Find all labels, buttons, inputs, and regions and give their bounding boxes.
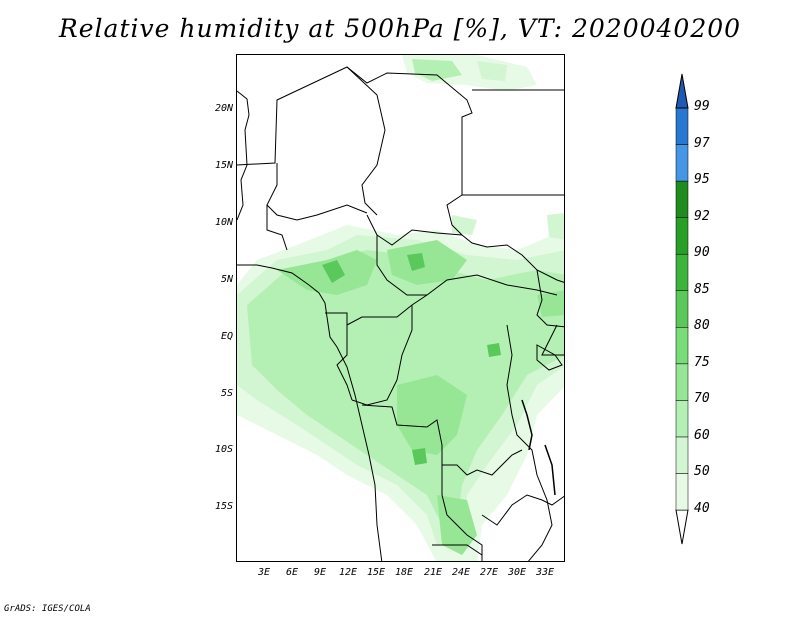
colorbar-label: 60: [694, 427, 710, 443]
colorbar-label: 99: [694, 99, 710, 114]
lon-label-6e: 6E: [285, 567, 299, 578]
lat-label-5s: 5S: [220, 388, 233, 399]
colorbar-segment: [675, 180, 689, 218]
humidity-field: [237, 55, 564, 561]
lat-label-15s: 15S: [214, 501, 233, 512]
colorbar-over-triangle: [675, 73, 689, 109]
grads-credit: GrADS: IGES/COLA: [4, 604, 91, 614]
lat-label-10n: 10N: [214, 217, 233, 228]
colorbar-segment: [675, 436, 689, 474]
lon-label-3e: 3E: [257, 567, 271, 578]
lat-label-5n: 5N: [220, 274, 233, 285]
map-title: Relative humidity at 500hPa [%], VT: 202…: [58, 14, 742, 43]
lat-label-20n: 20N: [214, 103, 233, 114]
lon-label-9e: 9E: [313, 567, 327, 578]
map-canvas: [237, 55, 564, 561]
country-borders: [237, 66, 564, 561]
colorbar-label: 80: [694, 318, 710, 334]
colorbar-label: 95: [694, 172, 710, 188]
lon-label-33e: 33E: [535, 567, 555, 578]
lat-label-eq: EQ: [220, 331, 233, 342]
lon-label-30e: 30E: [507, 567, 527, 578]
colorbar-label: 85: [694, 281, 710, 297]
colorbar-label: 75: [694, 354, 710, 370]
colorbar-segment: [675, 327, 689, 365]
colorbar-segment: [675, 217, 689, 255]
lon-label-21e: 21E: [423, 567, 443, 578]
lat-label-15n: 15N: [214, 160, 233, 171]
colorbar-label: 40: [694, 501, 710, 516]
colorbar-label: 70: [694, 391, 710, 407]
lon-label-12e: 12E: [338, 567, 358, 578]
colorbar-under-triangle: [675, 509, 689, 545]
colorbar-label: 90: [694, 245, 710, 261]
colorbar: [675, 73, 689, 545]
colorbar-segment: [675, 473, 689, 511]
colorbar-label: 97: [694, 135, 710, 151]
colorbar-segment: [675, 253, 689, 291]
map-frame: [236, 54, 565, 562]
colorbar-label: 92: [694, 208, 710, 224]
lon-label-15e: 15E: [366, 567, 386, 578]
colorbar-segment: [675, 107, 689, 145]
colorbar-segment: [675, 144, 689, 182]
lon-label-24e: 24E: [451, 567, 471, 578]
colorbar-segment: [675, 400, 689, 438]
lon-label-27e: 27E: [479, 567, 499, 578]
lon-label-18e: 18E: [394, 567, 414, 578]
lat-label-10s: 10S: [214, 444, 233, 455]
colorbar-segment: [675, 290, 689, 328]
colorbar-label: 50: [694, 464, 710, 480]
colorbar-segment: [675, 363, 689, 401]
